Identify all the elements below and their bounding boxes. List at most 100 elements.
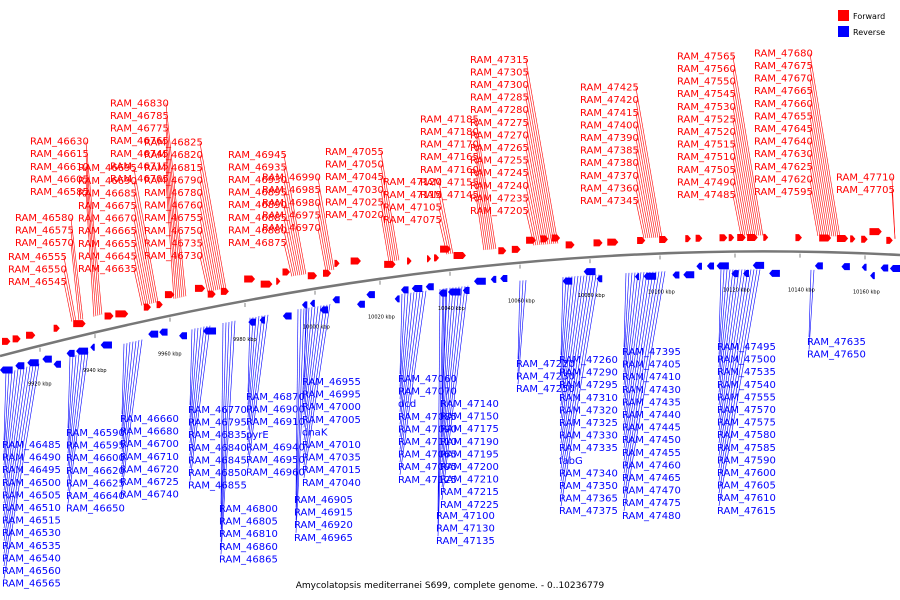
reverse-gene-label: RAM_47230	[516, 372, 575, 383]
forward-gene-label: RAM_47265	[470, 143, 529, 154]
reverse-gene-label: RAM_47500	[717, 355, 776, 366]
forward-gene-arrow	[498, 247, 507, 255]
reverse-gene-arrow	[870, 272, 875, 280]
reverse-gene-arrow	[203, 327, 217, 335]
reverse-gene-label: RAM_47130	[436, 524, 495, 535]
reverse-gene-label: RAM_46515	[2, 516, 61, 527]
reverse-leader	[189, 326, 208, 469]
forward-leader	[63, 256, 77, 322]
legend-forward-swatch	[838, 10, 849, 21]
reverse-gene-label: RAM_47435	[622, 397, 681, 408]
reverse-gene-label: RAM_46490	[2, 453, 61, 464]
forward-leader	[133, 243, 147, 305]
reverse-leader	[295, 308, 305, 521]
reverse-gene-arrow	[66, 349, 75, 357]
gene-track: 9920 kbp 9940 kbp 9960 kbp 9980 kbp 10000 kb…	[0, 228, 900, 388]
reverse-gene-label: RAM_47455	[622, 448, 681, 459]
forward-gene-label: RAM_47185	[420, 114, 479, 125]
forward-gene-label: RAM_47415	[580, 108, 639, 119]
reverse-gene-label: RAM_47495	[717, 342, 776, 353]
forward-gene-label: RAM_46825	[144, 138, 203, 149]
reverse-gene-arrow	[500, 275, 508, 283]
forward-leader	[283, 230, 295, 277]
forward-gene-label: RAM_47380	[580, 158, 639, 169]
reverse-gene-label: RAM_46805	[219, 517, 278, 528]
forward-leader	[809, 166, 823, 237]
reverse-leader	[399, 291, 418, 438]
reverse-gene-label: RAM_47175	[440, 424, 499, 435]
reverse-leader	[189, 327, 202, 443]
reverse-gene-arrow	[716, 262, 729, 270]
forward-gene-label: RAM_46545	[8, 277, 67, 288]
reverse-leader	[441, 287, 454, 437]
reverse-leader	[623, 271, 660, 486]
reverse-leader	[3, 369, 19, 491]
reverse-leader	[560, 276, 570, 381]
forward-gene-label: RAM_47160	[420, 165, 479, 176]
reverse-leader	[441, 285, 469, 500]
reverse-gene-label: RAM_47585	[717, 443, 776, 454]
reverse-gene-labels: RAM_46485RAM_46490RAM_46495RAM_46500RAM_…	[2, 337, 866, 590]
reverse-gene-arrow	[643, 272, 657, 280]
forward-gene-arrow	[322, 269, 332, 277]
forward-gene-label: RAM_47630	[754, 149, 813, 160]
reverse-gene-label: RAM_46850	[188, 468, 247, 479]
forward-leader	[732, 68, 762, 236]
leader-lines	[3, 53, 896, 579]
reverse-gene-label: RAM_46595	[66, 441, 125, 452]
forward-gene-label: RAM_47595	[754, 187, 813, 198]
forward-leader	[525, 59, 559, 244]
reverse-gene-label: RAM_46910	[246, 417, 305, 428]
forward-gene-label: RAM_46685	[78, 188, 137, 199]
reverse-gene-arrow	[562, 277, 573, 285]
reverse-gene-label: RAM_47610	[717, 493, 776, 504]
reverse-leader	[441, 287, 451, 425]
reverse-leader	[303, 304, 328, 466]
forward-leader	[199, 218, 215, 291]
reverse-gene-arrow	[394, 295, 400, 303]
reverse-leader	[247, 317, 251, 393]
reverse-gene-label: RAM_47480	[622, 511, 681, 522]
forward-gene-label: RAM_47120	[383, 177, 442, 188]
reverse-leader	[189, 328, 196, 418]
reverse-gene-label: RAM_47460	[622, 460, 681, 471]
forward-leader	[635, 125, 657, 238]
forward-gene-label: RAM_46730	[144, 251, 203, 262]
reverse-gene-arrow	[0, 366, 13, 374]
forward-leader	[891, 177, 896, 239]
reverse-leader	[718, 269, 749, 456]
reverse-leader	[220, 320, 236, 555]
reverse-leader	[3, 366, 28, 529]
forward-gene-label: RAM_47390	[580, 133, 639, 144]
reverse-leader	[220, 322, 227, 517]
forward-leader	[732, 94, 758, 236]
forward-gene-arrow	[384, 260, 396, 268]
forward-gene-label: RAM_47270	[470, 130, 529, 141]
reverse-gene-label: RAM_47035	[302, 453, 361, 464]
forward-gene-arrow	[244, 275, 256, 283]
forward-leader	[317, 215, 329, 271]
forward-leader	[165, 178, 175, 299]
forward-gene-arrow	[194, 284, 206, 292]
forward-gene-arrow	[540, 235, 549, 243]
forward-leader	[317, 227, 327, 271]
forward-gene-label: RAM_47525	[677, 114, 736, 125]
tick-label: 9980 kbp	[233, 337, 257, 343]
forward-leader	[199, 180, 221, 290]
reverse-gene-arrow	[159, 328, 168, 336]
reverse-gene-label: RAM_46565	[2, 579, 61, 590]
forward-gene-label: RAM_46935	[228, 162, 287, 173]
reverse-gene-label: RAM_47070	[398, 387, 457, 398]
forward-gene-arrow	[440, 245, 451, 253]
reverse-gene-label: RAM_47215	[440, 487, 499, 498]
reverse-gene-label: RAM_46710	[120, 452, 179, 463]
reverse-leader	[3, 363, 40, 579]
forward-leader	[525, 122, 549, 245]
reverse-leader	[303, 307, 313, 403]
forward-leader	[732, 182, 744, 236]
forward-leader	[438, 194, 452, 254]
reverse-leader	[623, 271, 654, 461]
forward-gene-label: RAM_46635	[78, 264, 137, 275]
forward-gene-label: RAM_46930	[228, 175, 287, 186]
reverse-leader	[441, 288, 448, 412]
